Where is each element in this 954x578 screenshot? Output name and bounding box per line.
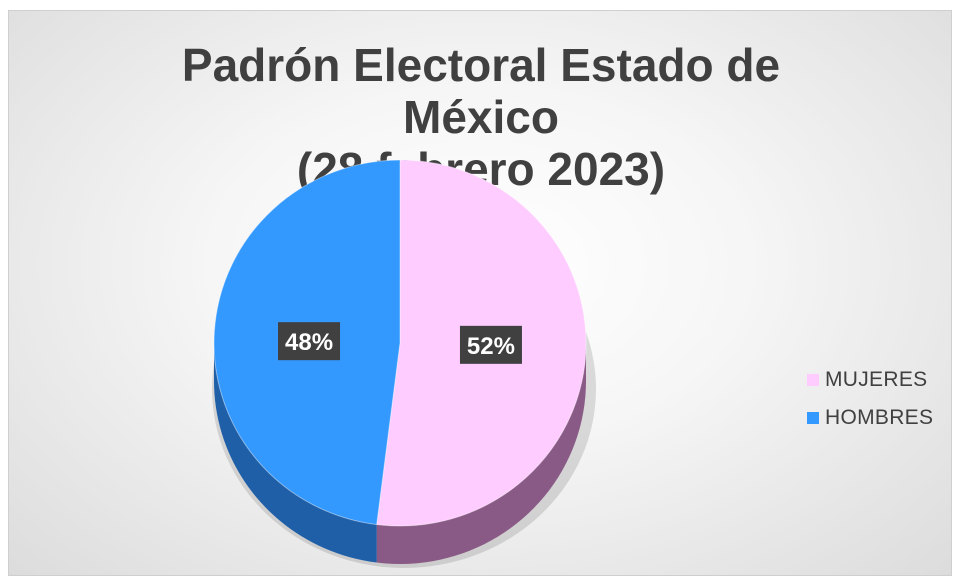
legend: MUJERES HOMBRES — [807, 361, 933, 437]
data-label-text-hombres: 48% — [285, 329, 333, 356]
data-label-box-hombres — [278, 322, 341, 361]
data-label-text-mujeres: 52% — [467, 333, 515, 360]
legend-label-mujeres: MUJERES — [825, 368, 928, 391]
data-label-mujeres: 52% — [459, 325, 522, 364]
chart-title-line-1: Padrón Electoral Estado de — [181, 39, 781, 91]
legend-swatch-mujeres — [807, 374, 819, 386]
pie-side-mujeres — [376, 343, 586, 564]
pie-chart: 52% 48% — [212, 159, 596, 568]
pie-side-hombres — [214, 343, 377, 563]
legend-item-mujeres: MUJERES — [807, 361, 933, 399]
chart-area: Padrón Electoral Estado de México (28 fe… — [8, 10, 952, 576]
legend-swatch-hombres — [807, 412, 819, 424]
legend-item-hombres: HOMBRES — [807, 399, 933, 437]
chart-title-line-2: México — [403, 91, 559, 143]
legend-label-hombres: HOMBRES — [825, 406, 934, 429]
data-label-hombres: 48% — [278, 322, 341, 361]
chart-title: Padrón Electoral Estado de México (28 fe… — [9, 39, 953, 195]
data-label-box-mujeres — [459, 325, 522, 364]
